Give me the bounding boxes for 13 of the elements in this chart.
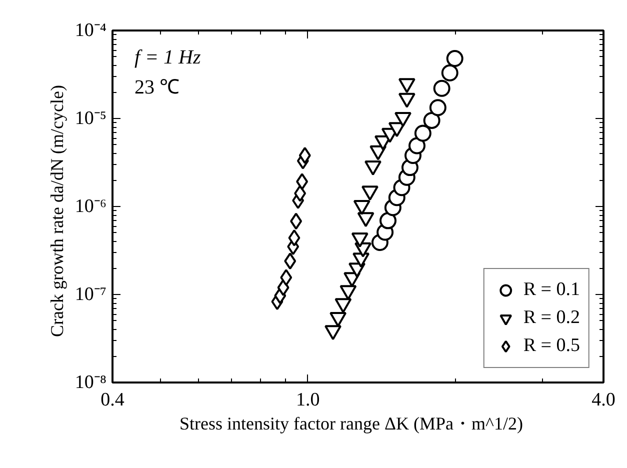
y-tick-label: 10⁻⁵ [74, 108, 106, 129]
x-tick-label: 4.0 [592, 390, 616, 410]
y-tick-label: 10⁻⁶ [74, 196, 106, 217]
legend-label: R = 0.1 [523, 279, 580, 301]
x-tick-label: 1.0 [296, 390, 320, 410]
legend-label: R = 0.5 [523, 335, 580, 357]
x-axis-title: Stress intensity factor range ΔK (MPa・m^1/2) [180, 414, 523, 434]
annotation: 23 ℃ [134, 76, 180, 98]
annotation: f = 1 Hz [134, 46, 201, 68]
legend-label: R = 0.2 [523, 307, 580, 329]
y-tick-label: 10⁻⁷ [74, 284, 106, 305]
y-axis-title: Crack growth rate da/dN (m/cycle) [46, 85, 67, 337]
y-tick-label: 10⁻⁴ [74, 20, 107, 41]
